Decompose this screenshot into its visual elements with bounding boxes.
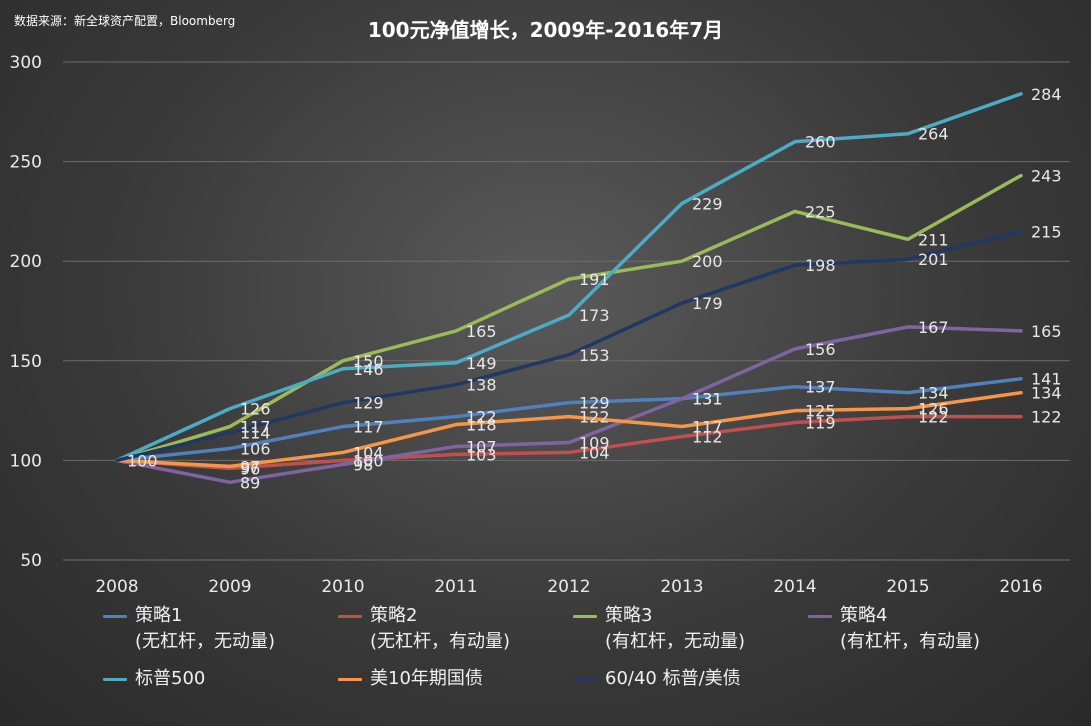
- data-label: 211: [918, 230, 949, 249]
- data-label: 100: [127, 451, 158, 470]
- data-label: 156: [805, 340, 836, 359]
- data-label: 284: [1031, 85, 1062, 104]
- data-label: 109: [579, 433, 610, 452]
- y-tick-label: 250: [10, 153, 42, 173]
- data-label: 97: [240, 457, 260, 476]
- data-label: 96: [240, 459, 260, 478]
- data-label: 200: [692, 252, 723, 271]
- data-label: 107: [466, 437, 497, 456]
- x-tick-label: 2016: [999, 577, 1042, 597]
- x-tick-label: 2008: [95, 577, 138, 597]
- data-label: 117: [353, 418, 384, 437]
- data-label: 126: [918, 400, 949, 419]
- data-label: 149: [466, 354, 497, 373]
- x-tick-label: 2011: [434, 577, 477, 597]
- data-label: 122: [466, 408, 497, 427]
- data-label: 131: [692, 390, 723, 409]
- data-label: 153: [579, 346, 610, 365]
- data-label: 119: [805, 414, 836, 433]
- data-label: 98: [353, 455, 373, 474]
- data-label: 100: [353, 451, 384, 470]
- data-label: 243: [1031, 167, 1062, 186]
- x-tick-label: 2012: [547, 577, 590, 597]
- series-line-2: [115, 173, 1023, 463]
- data-label: 260: [805, 133, 836, 152]
- data-label: 198: [805, 256, 836, 275]
- data-label: 141: [1031, 370, 1062, 389]
- data-label: 225: [805, 202, 836, 221]
- data-label: 134: [1031, 384, 1062, 403]
- data-label: 117: [240, 418, 271, 437]
- data-label: 179: [692, 294, 723, 313]
- y-tick-label: 150: [10, 352, 42, 372]
- data-label: 89: [240, 473, 260, 492]
- data-label: 131: [692, 390, 723, 409]
- data-label: 150: [353, 352, 384, 371]
- data-label: 137: [805, 378, 836, 397]
- y-tick-label: 50: [20, 551, 42, 571]
- x-tick-label: 2010: [321, 577, 364, 597]
- data-label: 201: [918, 250, 949, 269]
- data-label: 122: [918, 408, 949, 427]
- data-label: 104: [579, 443, 610, 462]
- data-label: 134: [918, 384, 949, 403]
- data-label: 126: [240, 400, 271, 419]
- data-label: 229: [692, 194, 723, 213]
- data-label: 117: [692, 418, 723, 437]
- x-tick-label: 2015: [886, 577, 929, 597]
- series-line-0: [115, 376, 1023, 463]
- chart-title: 100元净值增长，2009年-2016年7月: [367, 18, 724, 42]
- data-label: 103: [466, 445, 497, 464]
- data-label: 122: [1031, 408, 1062, 427]
- series-line-3: [115, 325, 1023, 485]
- series-line-6: [115, 229, 1023, 463]
- data-label: 146: [353, 360, 384, 379]
- data-label: 215: [1031, 222, 1062, 241]
- data-label: 191: [579, 270, 610, 289]
- data-label: 112: [692, 427, 723, 446]
- data-label: 165: [1031, 322, 1062, 341]
- data-label: 165: [466, 322, 497, 341]
- x-tick-label: 2014: [773, 577, 816, 597]
- data-label: 264: [918, 125, 949, 144]
- data-label: 125: [805, 402, 836, 421]
- x-tick-label: 2009: [208, 577, 251, 597]
- data-label: 122: [579, 408, 610, 427]
- data-label: 104: [353, 443, 384, 462]
- series-line-1: [115, 414, 1023, 471]
- source-note: 数据来源：新全球资产配置，Bloomberg: [14, 14, 236, 28]
- data-label: 129: [353, 394, 384, 413]
- y-tick-label: 200: [10, 252, 42, 272]
- y-tick-label: 300: [10, 53, 42, 73]
- y-tick-label: 100: [10, 451, 42, 471]
- data-label: 173: [579, 306, 610, 325]
- data-label: 167: [918, 318, 949, 337]
- data-label: 114: [240, 424, 271, 443]
- data-label: 129: [579, 394, 610, 413]
- data-label: 118: [466, 416, 497, 435]
- data-label: 138: [466, 376, 497, 395]
- series-line-4: [115, 92, 1023, 463]
- data-label: 106: [240, 439, 271, 458]
- series-line-5: [115, 390, 1023, 469]
- x-tick-label: 2013: [660, 577, 703, 597]
